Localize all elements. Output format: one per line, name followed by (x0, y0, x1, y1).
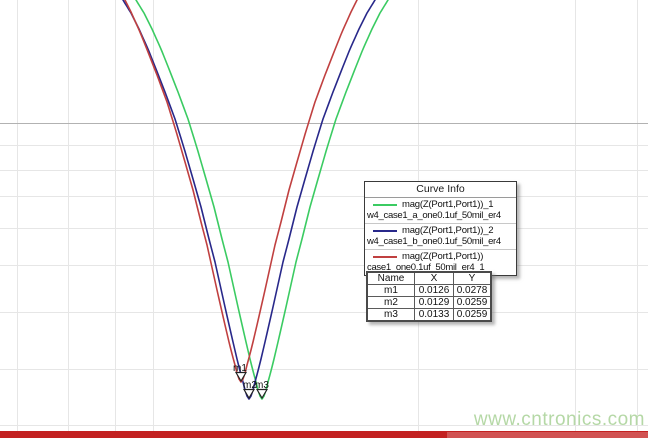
curve-green[interactable] (134, 0, 390, 400)
legend-entry-label: mag(Z(Port1,Port1))_2 (402, 224, 494, 236)
marker-table-cell: m1 (366, 284, 415, 297)
marker-table-header-y: Y (453, 271, 492, 285)
bottom-red-bar-light-segment (447, 432, 648, 438)
marker-table-row-m1: m1 0.0126 0.0278 (366, 284, 492, 297)
marker-label-m3: m3 (255, 380, 269, 391)
marker-table-header-row: Name X Y (366, 271, 492, 285)
marker-label-m1: m1 (233, 363, 247, 374)
marker-table[interactable]: Name X Y m1 0.0126 0.0278 m2 0.0129 0.0259 m3 0.0… (366, 271, 492, 322)
marker-table-cell: 0.0126 (414, 284, 454, 297)
legend-body: mag(Z(Port1,Port1))_1 w4_case1_a_one0.1uf… (365, 198, 516, 275)
marker-table-cell: 0.0259 (453, 308, 492, 322)
marker-table-header-x: X (414, 271, 454, 285)
legend-entry-label: mag(Z(Port1,Port1))_1 (402, 199, 494, 211)
legend-title: Curve Info (365, 182, 516, 199)
curve-red[interactable] (123, 0, 359, 383)
legend-entry-3[interactable]: mag(Z(Port1,Port1)) case1_one0.1uf_50mil_… (365, 248, 516, 275)
marker-triangle-m2[interactable] (242, 388, 256, 400)
marker-triangle-m3[interactable] (255, 388, 269, 400)
marker-label-m2: m2 (243, 380, 257, 391)
legend-entry-label: mag(Z(Port1,Port1)) (402, 250, 484, 262)
marker-table-cell: 0.0278 (453, 284, 492, 297)
marker-table-header-name: Name (366, 271, 415, 285)
legend-swatch-line-icon (373, 255, 397, 258)
marker-table-cell: m2 (366, 296, 415, 309)
legend-entry-2[interactable]: mag(Z(Port1,Port1))_2 w4_case1_b_one0.1uf… (365, 222, 516, 249)
marker-table-cell: 0.0133 (414, 308, 454, 322)
legend-swatch-line-icon (373, 229, 397, 232)
legend-entry-sublabel: w4_case1_b_one0.1uf_50mil_er4 (367, 235, 501, 247)
legend-entry-1[interactable]: mag(Z(Port1,Port1))_1 w4_case1_a_one0.1uf… (365, 198, 516, 223)
marker-table-row-m3: m3 0.0133 0.0259 (366, 308, 492, 322)
curve-navy[interactable] (121, 0, 377, 400)
bottom-red-bar (0, 431, 648, 438)
curve-info-legend[interactable]: Curve Info mag(Z(Port1,Port1))_1 w4_case1… (364, 181, 517, 276)
legend-entry-sublabel: w4_case1_a_one0.1uf_50mil_er4 (367, 209, 501, 221)
marker-table-cell: m3 (366, 308, 415, 322)
marker-table-row-m2: m2 0.0129 0.0259 (366, 296, 492, 309)
marker-table-cell: 0.0129 (414, 296, 454, 309)
marker-triangle-m1[interactable] (234, 371, 248, 383)
legend-entry-sublabel: case1_one0.1uf_50mil_er4_1 (367, 261, 485, 273)
watermark-text: www.cntronics.com (473, 409, 645, 430)
legend-swatch-line-icon (373, 204, 397, 206)
marker-table-cell: 0.0259 (453, 296, 492, 309)
